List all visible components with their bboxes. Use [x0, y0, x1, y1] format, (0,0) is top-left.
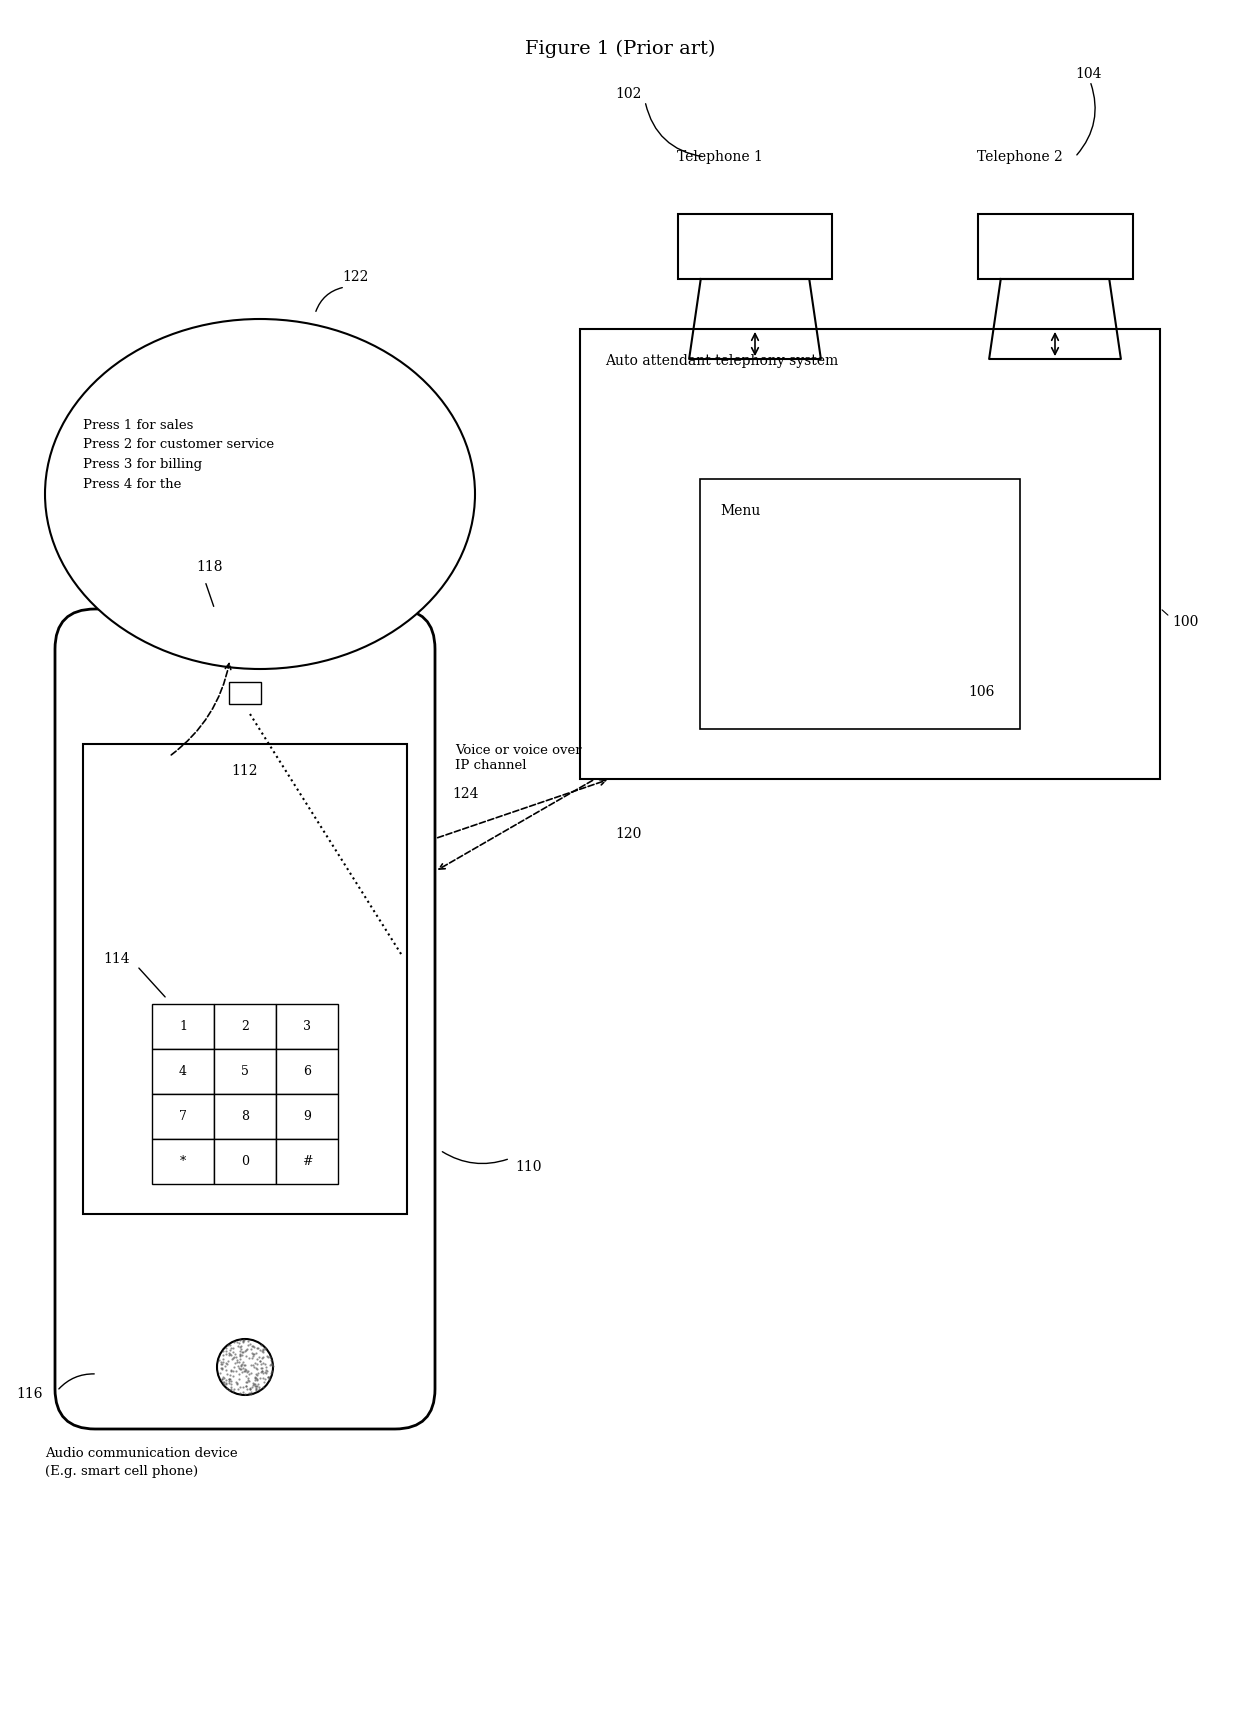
Text: 120: 120 [615, 826, 641, 840]
FancyBboxPatch shape [277, 1050, 339, 1094]
Text: 118: 118 [197, 560, 223, 574]
FancyBboxPatch shape [977, 214, 1132, 278]
FancyBboxPatch shape [701, 479, 1021, 730]
Text: 9: 9 [303, 1110, 311, 1124]
FancyBboxPatch shape [229, 681, 260, 704]
Text: 1: 1 [179, 1020, 187, 1032]
Text: 112: 112 [232, 764, 258, 778]
FancyBboxPatch shape [277, 1139, 339, 1184]
Text: 3: 3 [303, 1020, 311, 1032]
FancyBboxPatch shape [153, 1050, 215, 1094]
Text: 4: 4 [179, 1065, 187, 1077]
Text: Audio communication device
(E.g. smart cell phone): Audio communication device (E.g. smart c… [45, 1447, 238, 1478]
Text: Menu: Menu [720, 503, 760, 519]
Text: #: # [301, 1155, 312, 1169]
FancyBboxPatch shape [215, 1005, 277, 1050]
FancyBboxPatch shape [215, 1139, 277, 1184]
Text: Telephone 1: Telephone 1 [677, 150, 763, 164]
Ellipse shape [45, 318, 475, 669]
Text: 5: 5 [241, 1065, 249, 1077]
Text: Press 1 for sales
Press 2 for customer service
Press 3 for billing
Press 4 for t: Press 1 for sales Press 2 for customer s… [83, 418, 274, 491]
Text: Figure 1 (Prior art): Figure 1 (Prior art) [525, 40, 715, 59]
FancyBboxPatch shape [153, 1094, 215, 1139]
Text: 7: 7 [179, 1110, 187, 1124]
Text: 2: 2 [241, 1020, 249, 1032]
Text: 8: 8 [241, 1110, 249, 1124]
FancyBboxPatch shape [580, 329, 1159, 780]
Text: 116: 116 [16, 1387, 43, 1400]
FancyBboxPatch shape [677, 214, 832, 278]
Text: 100: 100 [1172, 614, 1198, 629]
Text: *: * [180, 1155, 186, 1169]
FancyBboxPatch shape [215, 1094, 277, 1139]
FancyBboxPatch shape [277, 1094, 339, 1139]
FancyBboxPatch shape [55, 609, 435, 1428]
Text: 0: 0 [241, 1155, 249, 1169]
Text: Auto attendant telephony system: Auto attendant telephony system [605, 354, 838, 368]
FancyBboxPatch shape [277, 1005, 339, 1050]
Text: 122: 122 [342, 270, 368, 284]
Text: 104: 104 [1075, 67, 1101, 81]
FancyBboxPatch shape [153, 1139, 215, 1184]
FancyBboxPatch shape [83, 743, 407, 1214]
Circle shape [217, 1338, 273, 1395]
Text: 114: 114 [104, 953, 130, 967]
Text: 110: 110 [515, 1160, 542, 1174]
Text: 102: 102 [615, 86, 641, 100]
Text: Telephone 2: Telephone 2 [977, 150, 1063, 164]
Text: 124: 124 [453, 787, 479, 801]
Text: Voice or voice over
IP channel: Voice or voice over IP channel [455, 743, 582, 773]
Text: 6: 6 [303, 1065, 311, 1077]
FancyBboxPatch shape [153, 1005, 215, 1050]
Text: 106: 106 [968, 685, 994, 699]
FancyBboxPatch shape [215, 1050, 277, 1094]
